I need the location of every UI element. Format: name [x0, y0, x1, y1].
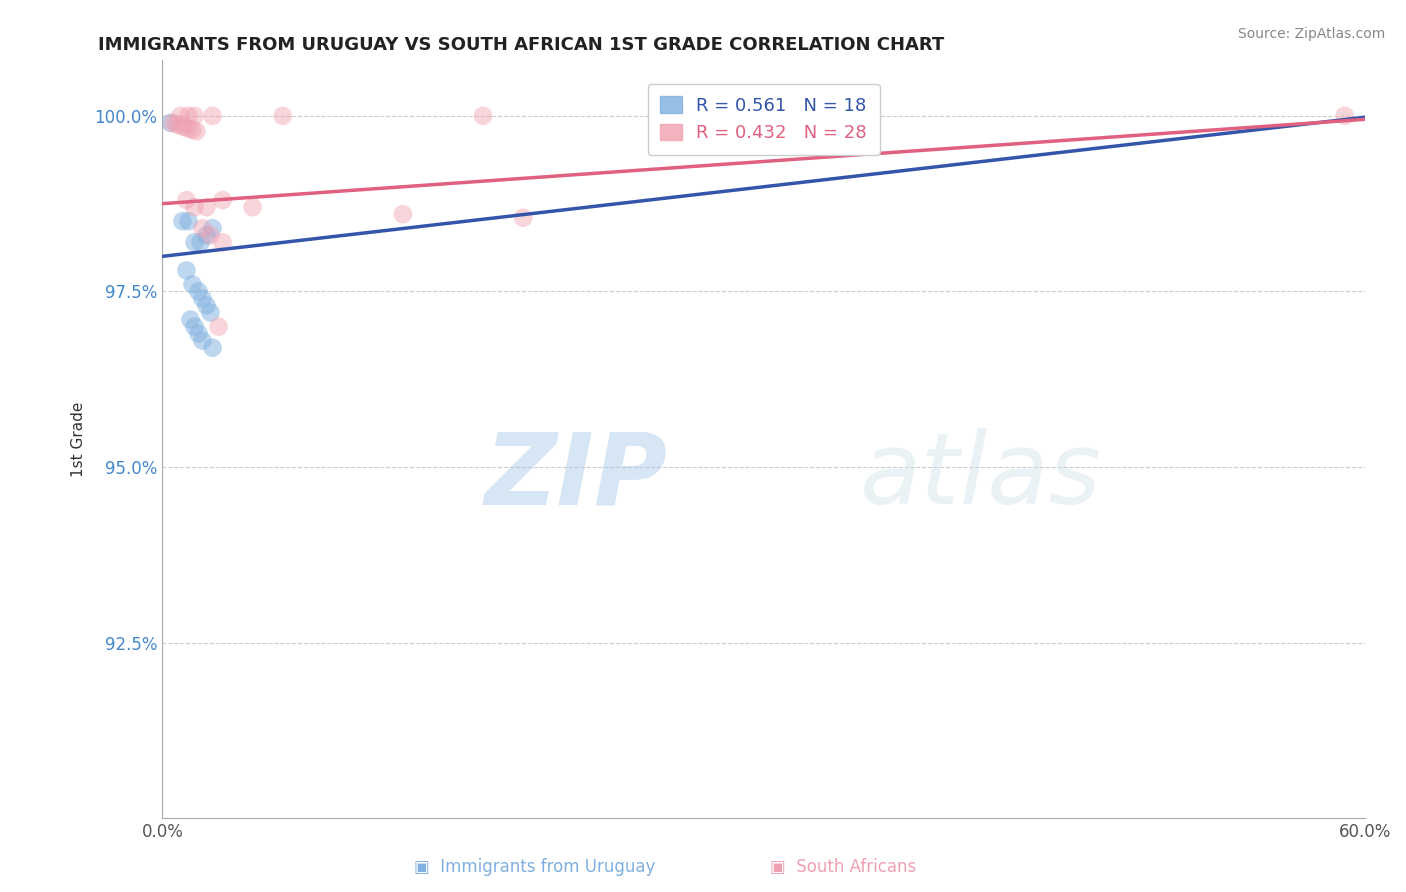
Point — [211, 235, 233, 250]
Point — [187, 326, 209, 341]
Point — [169, 109, 191, 123]
Legend: R = 0.561   N = 18, R = 0.432   N = 28: R = 0.561 N = 18, R = 0.432 N = 28 — [648, 84, 880, 154]
Point — [211, 193, 233, 207]
Point — [179, 312, 201, 326]
Point — [472, 109, 495, 123]
Point — [176, 263, 198, 277]
Point — [186, 124, 208, 138]
Point — [159, 116, 181, 130]
Point — [242, 200, 264, 214]
Y-axis label: 1st Grade: 1st Grade — [72, 401, 86, 476]
Point — [692, 109, 714, 123]
Point — [183, 109, 205, 123]
Point — [162, 116, 184, 130]
Point — [177, 109, 200, 123]
Point — [813, 109, 835, 123]
Text: atlas: atlas — [860, 428, 1101, 525]
Point — [201, 341, 224, 355]
Point — [195, 299, 218, 313]
Point — [200, 305, 222, 319]
Point — [201, 109, 224, 123]
Point — [183, 235, 205, 250]
Point — [191, 221, 214, 235]
Point — [183, 319, 205, 334]
Point — [201, 221, 224, 235]
Point — [195, 228, 218, 243]
Point — [176, 193, 198, 207]
Point — [271, 109, 294, 123]
Text: Source: ZipAtlas.com: Source: ZipAtlas.com — [1237, 27, 1385, 41]
Point — [207, 319, 229, 334]
Point — [166, 117, 188, 131]
Point — [183, 200, 205, 214]
Point — [195, 200, 218, 214]
Point — [191, 292, 214, 306]
Point — [172, 214, 194, 228]
Point — [169, 119, 191, 133]
Text: ▣  Immigrants from Uruguay: ▣ Immigrants from Uruguay — [413, 858, 655, 876]
Text: ▣  South Africans: ▣ South Africans — [770, 858, 917, 876]
Point — [190, 235, 212, 250]
Text: IMMIGRANTS FROM URUGUAY VS SOUTH AFRICAN 1ST GRADE CORRELATION CHART: IMMIGRANTS FROM URUGUAY VS SOUTH AFRICAN… — [98, 36, 945, 54]
Text: ZIP: ZIP — [485, 428, 668, 525]
Point — [191, 334, 214, 348]
Point — [392, 207, 415, 221]
Point — [173, 120, 195, 134]
Point — [187, 285, 209, 299]
Point — [181, 277, 204, 292]
Point — [1333, 109, 1355, 123]
Point — [200, 228, 222, 243]
Point — [177, 121, 200, 136]
Point — [181, 123, 204, 137]
Point — [512, 211, 534, 225]
Point — [177, 214, 200, 228]
